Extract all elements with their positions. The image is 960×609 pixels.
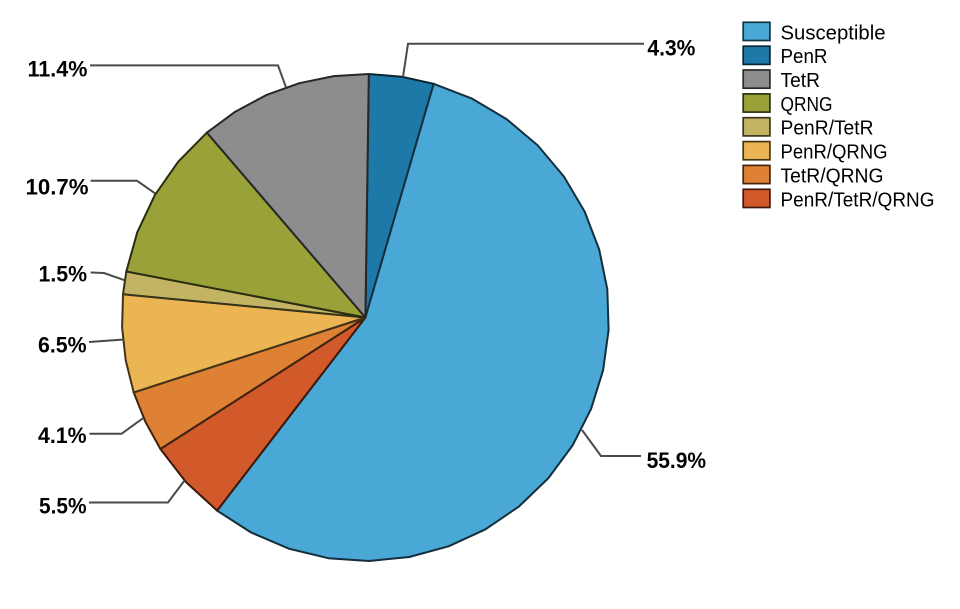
svg-text:PenR/TetR/QRNG: PenR/TetR/QRNG bbox=[781, 189, 935, 211]
svg-text:QRNG: QRNG bbox=[781, 94, 833, 116]
svg-text:1.5%: 1.5% bbox=[39, 262, 88, 287]
svg-text:Susceptible: Susceptible bbox=[781, 22, 886, 44]
svg-text:6.5%: 6.5% bbox=[38, 332, 87, 357]
svg-text:TetR/QRNG: TetR/QRNG bbox=[781, 165, 884, 187]
svg-text:55.9%: 55.9% bbox=[647, 448, 707, 473]
svg-text:PenR/TetR: PenR/TetR bbox=[781, 118, 874, 140]
svg-text:10.7%: 10.7% bbox=[26, 175, 89, 200]
svg-text:PenR: PenR bbox=[781, 46, 828, 68]
svg-text:11.4%: 11.4% bbox=[28, 57, 88, 82]
svg-text:4.3%: 4.3% bbox=[647, 35, 695, 60]
svg-text:TetR: TetR bbox=[781, 70, 821, 92]
svg-text:PenR/QRNG: PenR/QRNG bbox=[781, 142, 888, 164]
svg-text:5.5%: 5.5% bbox=[39, 493, 87, 518]
svg-text:4.1%: 4.1% bbox=[38, 423, 87, 448]
